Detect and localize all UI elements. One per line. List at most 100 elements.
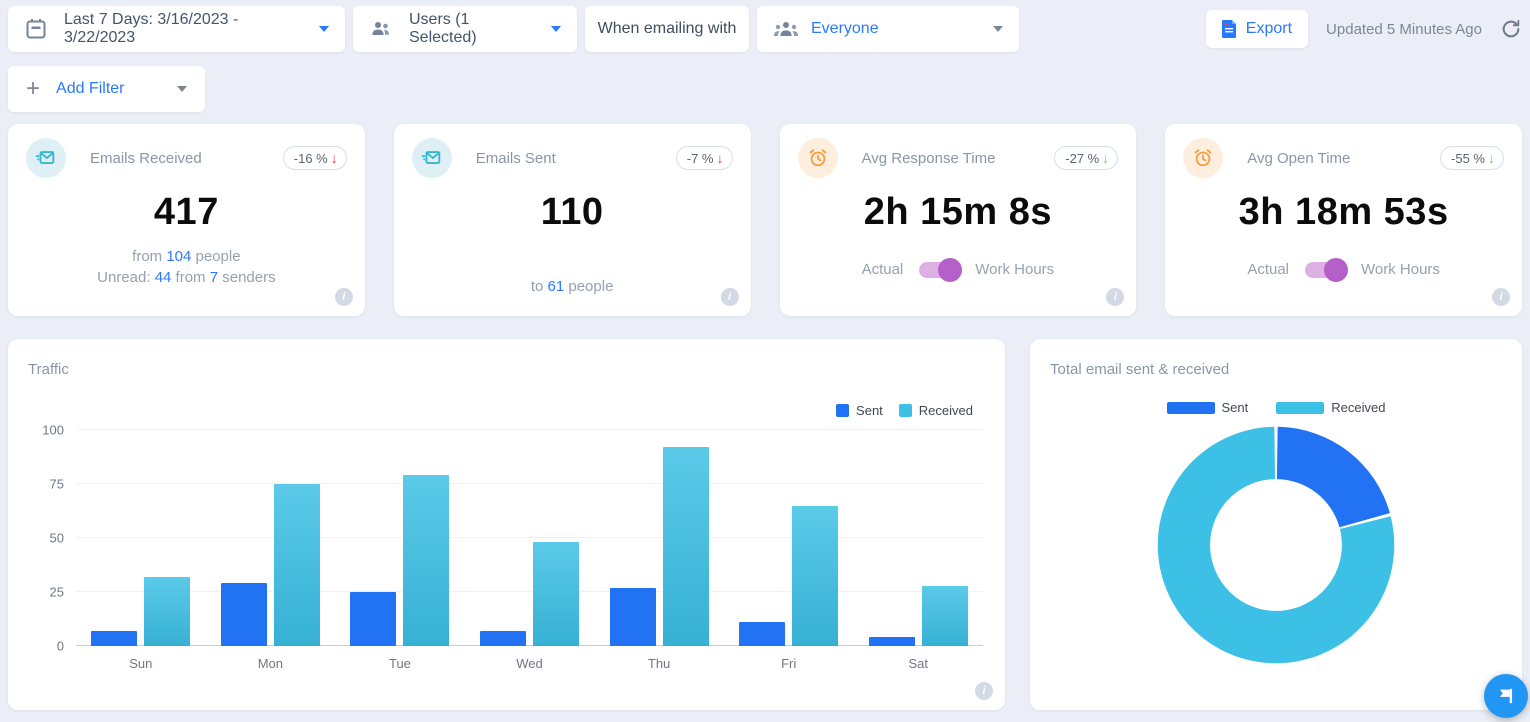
chevron-down-icon xyxy=(319,26,329,32)
emails-sent-card: Emails Sent -7 % 110 to 61 people xyxy=(393,124,751,316)
send-mail-icon xyxy=(411,138,452,178)
bar-received-wed[interactable] xyxy=(533,542,580,646)
date-range-filter[interactable]: Last 7 Days: 3/16/2023 - 3/22/2023 xyxy=(8,6,345,52)
senders-count-link[interactable]: 7 xyxy=(209,269,219,286)
work-hours-toggle[interactable] xyxy=(1305,257,1349,282)
info-icon[interactable] xyxy=(720,288,739,306)
bar-group-sat xyxy=(853,430,983,646)
y-axis-tick: 75 xyxy=(49,476,64,492)
trend-down-icon xyxy=(1488,150,1495,166)
info-icon[interactable] xyxy=(334,288,353,306)
bar-received-sun[interactable] xyxy=(144,576,191,646)
toggle-right-label: Work Hours xyxy=(1361,261,1440,278)
flag-icon xyxy=(1495,685,1517,707)
stat-cards: Emails Received -16 % 417 from 104 peopl… xyxy=(8,124,1522,316)
unread-count-link[interactable]: 44 xyxy=(154,269,172,286)
chart-title: Total email sent & received xyxy=(1050,361,1230,378)
audience-filter[interactable]: Everyone xyxy=(757,6,1019,52)
change-badge: -55 % xyxy=(1440,146,1504,170)
bar-group-tue xyxy=(335,430,465,646)
add-filter-label: Add Filter xyxy=(56,80,125,97)
x-axis-label-sat: Sat xyxy=(908,656,929,671)
y-axis-tick: 50 xyxy=(49,530,64,546)
traffic-legend: Sent Received xyxy=(836,403,973,418)
bar-received-fri[interactable] xyxy=(792,505,839,646)
legend-item-sent: Sent xyxy=(836,403,883,418)
calendar-icon xyxy=(24,17,48,41)
pdf-file-icon xyxy=(1221,20,1237,38)
avg-response-time-card: Avg Response Time -27 % 2h 15m 8s Actual… xyxy=(779,124,1137,316)
bar-group-thu xyxy=(594,430,724,646)
send-mail-icon xyxy=(26,138,66,178)
floating-flag-button[interactable] xyxy=(1484,674,1528,718)
bar-sent-thu[interactable] xyxy=(609,587,656,646)
traffic-x-axis: Sun Mon Tue Wed Thu Fri Sat xyxy=(76,656,983,671)
work-hours-toggle[interactable] xyxy=(919,257,963,282)
x-axis-label-mon: Mon xyxy=(257,656,284,671)
people-count-link[interactable]: 104 xyxy=(166,248,192,265)
users-icon xyxy=(369,17,393,41)
bar-received-sat[interactable] xyxy=(921,585,968,646)
export-button[interactable]: Export xyxy=(1205,10,1309,48)
bar-received-mon[interactable] xyxy=(273,484,320,646)
bar-sent-sun[interactable] xyxy=(91,630,138,646)
charts-row: Traffic Sent Received 0 25 50 75 100 Sun Mon T… xyxy=(8,339,1522,710)
bar-group-fri xyxy=(724,430,854,646)
bar-received-tue[interactable] xyxy=(403,475,450,646)
card-subtext: from 104 people Unread: 44 from 7 sender… xyxy=(97,248,276,286)
add-filter-button[interactable]: Add Filter xyxy=(8,66,205,112)
donut-slice-sent[interactable] xyxy=(1276,426,1390,528)
info-icon[interactable] xyxy=(1492,288,1510,306)
toolbar-right: Export Updated 5 Minutes Ago xyxy=(1205,10,1522,48)
card-subtext: to 61 people xyxy=(530,278,614,295)
card-value: 3h 18m 53s xyxy=(1238,191,1449,233)
people-count-link[interactable]: 61 xyxy=(547,278,565,295)
bar-sent-mon[interactable] xyxy=(220,583,267,646)
donut-slice-received[interactable] xyxy=(1157,426,1395,664)
toggle-knob xyxy=(1324,257,1349,282)
alarm-clock-icon xyxy=(1183,138,1224,178)
users-filter-label: Users (1 Selected) xyxy=(409,11,477,46)
y-axis-tick: 25 xyxy=(49,584,64,600)
chart-title: Traffic xyxy=(28,361,69,378)
bar-sent-sat[interactable] xyxy=(868,637,915,646)
bar-sent-tue[interactable] xyxy=(350,592,397,646)
bar-sent-fri[interactable] xyxy=(739,622,786,646)
card-title: Avg Response Time xyxy=(861,149,996,167)
info-icon[interactable] xyxy=(1106,288,1125,306)
bar-sent-wed[interactable] xyxy=(480,630,527,646)
card-value: 110 xyxy=(540,191,604,233)
x-axis-label-wed: Wed xyxy=(516,656,543,671)
traffic-chart-card: Traffic Sent Received 0 25 50 75 100 Sun Mon T… xyxy=(8,339,1005,710)
traffic-plot: 0 25 50 75 100 xyxy=(42,423,983,654)
info-icon[interactable] xyxy=(975,682,993,700)
x-axis-label-tue: Tue xyxy=(388,656,411,671)
change-badge: -16 % xyxy=(282,146,347,170)
change-badge: -7 % xyxy=(675,146,733,170)
toggle-left-label: Actual xyxy=(861,261,904,278)
avg-open-time-card: Avg Open Time -55 % 3h 18m 53s Actual Wo… xyxy=(1165,124,1522,316)
gridline xyxy=(76,483,983,484)
chevron-down-icon xyxy=(551,26,561,32)
refresh-button[interactable] xyxy=(1500,18,1522,40)
chevron-down-icon xyxy=(993,26,1003,32)
gridline xyxy=(76,429,983,430)
gridline xyxy=(76,645,983,646)
toolbar: Last 7 Days: 3/16/2023 - 3/22/2023 Users… xyxy=(8,6,1522,52)
toggle-knob xyxy=(938,257,963,282)
trend-down-icon xyxy=(717,150,724,166)
time-mode-toggle-row: Actual Work Hours xyxy=(798,257,1119,282)
sent-swatch xyxy=(1166,401,1215,414)
y-axis-tick: 0 xyxy=(56,638,64,654)
total-email-chart-card: Total email sent & received Sent Receive… xyxy=(1030,339,1522,710)
received-swatch xyxy=(898,404,912,417)
bar-group-wed xyxy=(465,430,595,646)
bar-received-thu[interactable] xyxy=(662,447,709,646)
group-icon xyxy=(773,19,799,39)
x-axis-label-sun: Sun xyxy=(129,656,153,671)
x-axis-label-fri: Fri xyxy=(781,656,797,671)
trend-down-icon xyxy=(1102,150,1109,166)
users-filter[interactable]: Users (1 Selected) xyxy=(353,6,577,52)
donut-chart xyxy=(1050,419,1502,671)
updated-status: Updated 5 Minutes Ago xyxy=(1326,20,1482,38)
